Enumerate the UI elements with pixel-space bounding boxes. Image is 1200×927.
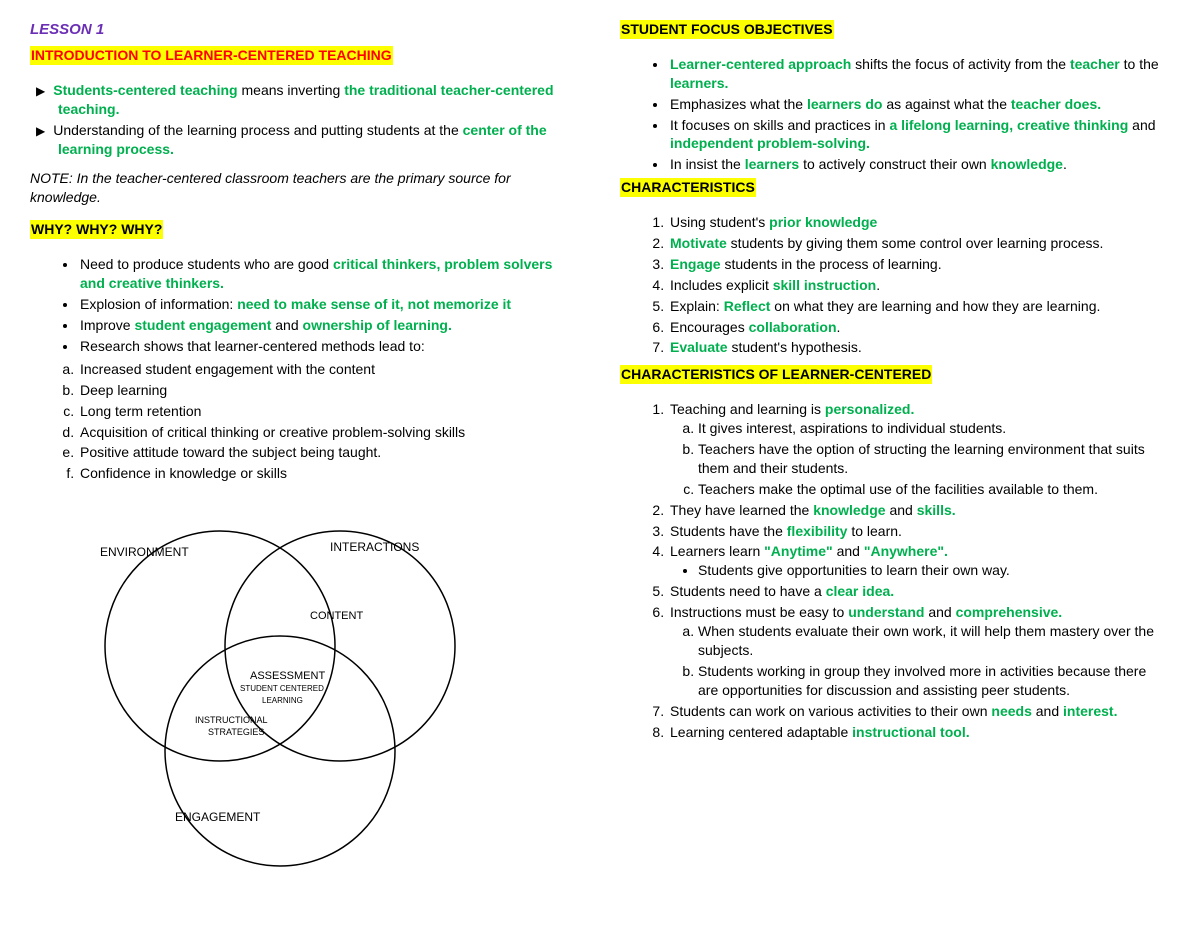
clc-item: Teaching and learning is personalized.It… [668,400,1170,498]
research-list: Increased student engagement with the co… [30,360,580,483]
sub-item: Teachers have the option of structing th… [698,440,1170,478]
why-bullet: Explosion of information: need to make s… [78,295,580,314]
char-item: Motivate students by giving them some co… [668,234,1170,253]
sfo-bullet: Emphasizes what the learners do as again… [668,95,1170,114]
venn-label: INSTRUCTIONAL [195,715,268,725]
char-item: Evaluate student's hypothesis. [668,338,1170,357]
char-item: Encourages collaboration. [668,318,1170,337]
char-item: Includes explicit skill instruction. [668,276,1170,295]
sfo-bullet: It focuses on skills and practices in a … [668,116,1170,154]
why-bullets: Need to produce students who are good cr… [30,255,580,355]
char-list: Using student's prior knowledge Motivate … [620,213,1170,357]
why-heading: WHY? WHY? WHY? [30,220,163,239]
clc-item: Students have the flexibility to learn. [668,522,1170,541]
venn-label: INTERACTIONS [330,540,419,554]
venn-label: CONTENT [310,610,363,622]
venn-label: STUDENT CENTERED [240,684,324,693]
clc-item: Learners learn "Anytime" and "Anywhere".… [668,542,1170,580]
char-item: Engage students in the process of learni… [668,255,1170,274]
sfo-bullets: Learner-centered approach shifts the foc… [620,55,1170,174]
char-item: Using student's prior knowledge [668,213,1170,232]
intro-heading: INTRODUCTION TO LEARNER-CENTERED TEACHIN… [30,46,393,65]
clc-heading: CHARACTERISTICS OF LEARNER-CENTERED [620,365,932,384]
sfo-bullet: In insist the learners to actively const… [668,155,1170,174]
clc-item: Learning centered adaptable instructiona… [668,723,1170,742]
clc-item: Students can work on various activities … [668,702,1170,721]
venn-label: STRATEGIES [208,727,264,737]
intro-bullet: Students-centered teaching means inverti… [58,81,580,119]
venn-label: ASSESSMENT [250,670,325,682]
clc-item: Instructions must be easy to understand … [668,603,1170,699]
char-heading: CHARACTERISTICS [620,178,756,197]
why-bullet: Need to produce students who are good cr… [78,255,580,293]
sfo-bullet: Learner-centered approach shifts the foc… [668,55,1170,93]
venn-label: ENVIRONMENT [100,545,189,559]
research-item: Increased student engagement with the co… [78,360,580,379]
research-item: Deep learning [78,381,580,400]
sub-item: Students working in group they involved … [698,662,1170,700]
intro-bullet: Understanding of the learning process an… [58,121,580,159]
clc-list: Teaching and learning is personalized.It… [620,400,1170,741]
venn-label: LEARNING [262,696,303,705]
lesson-label: LESSON 1 [30,20,580,40]
note-text: NOTE: In the teacher-centered classroom … [30,169,580,207]
research-item: Confidence in knowledge or skills [78,464,580,483]
why-bullet: Improve student engagement and ownership… [78,316,580,335]
why-bullet: Research shows that learner-centered met… [78,337,580,356]
intro-bullets: Students-centered teaching means inverti… [30,81,580,159]
left-column: LESSON 1 INTRODUCTION TO LEARNER-CENTERE… [30,20,580,876]
right-column: STUDENT FOCUS OBJECTIVES Learner-centere… [620,20,1170,876]
venn-label: ENGAGEMENT [175,810,261,824]
sub-item: When students evaluate their own work, i… [698,622,1170,660]
sub-item: It gives interest, aspirations to indivi… [698,419,1170,438]
clc-item: They have learned the knowledge and skil… [668,501,1170,520]
sub-item: Students give opportunities to learn the… [698,561,1170,580]
sub-item: Teachers make the optimal use of the fac… [698,480,1170,499]
research-item: Acquisition of critical thinking or crea… [78,423,580,442]
char-item: Explain: Reflect on what they are learni… [668,297,1170,316]
research-item: Positive attitude toward the subject bei… [78,443,580,462]
research-item: Long term retention [78,402,580,421]
clc-item: Students need to have a clear idea. [668,582,1170,601]
sfo-heading: STUDENT FOCUS OBJECTIVES [620,20,834,39]
venn-diagram: ENVIRONMENT INTERACTIONS CONTENT ASSESSMENT… [30,501,580,876]
